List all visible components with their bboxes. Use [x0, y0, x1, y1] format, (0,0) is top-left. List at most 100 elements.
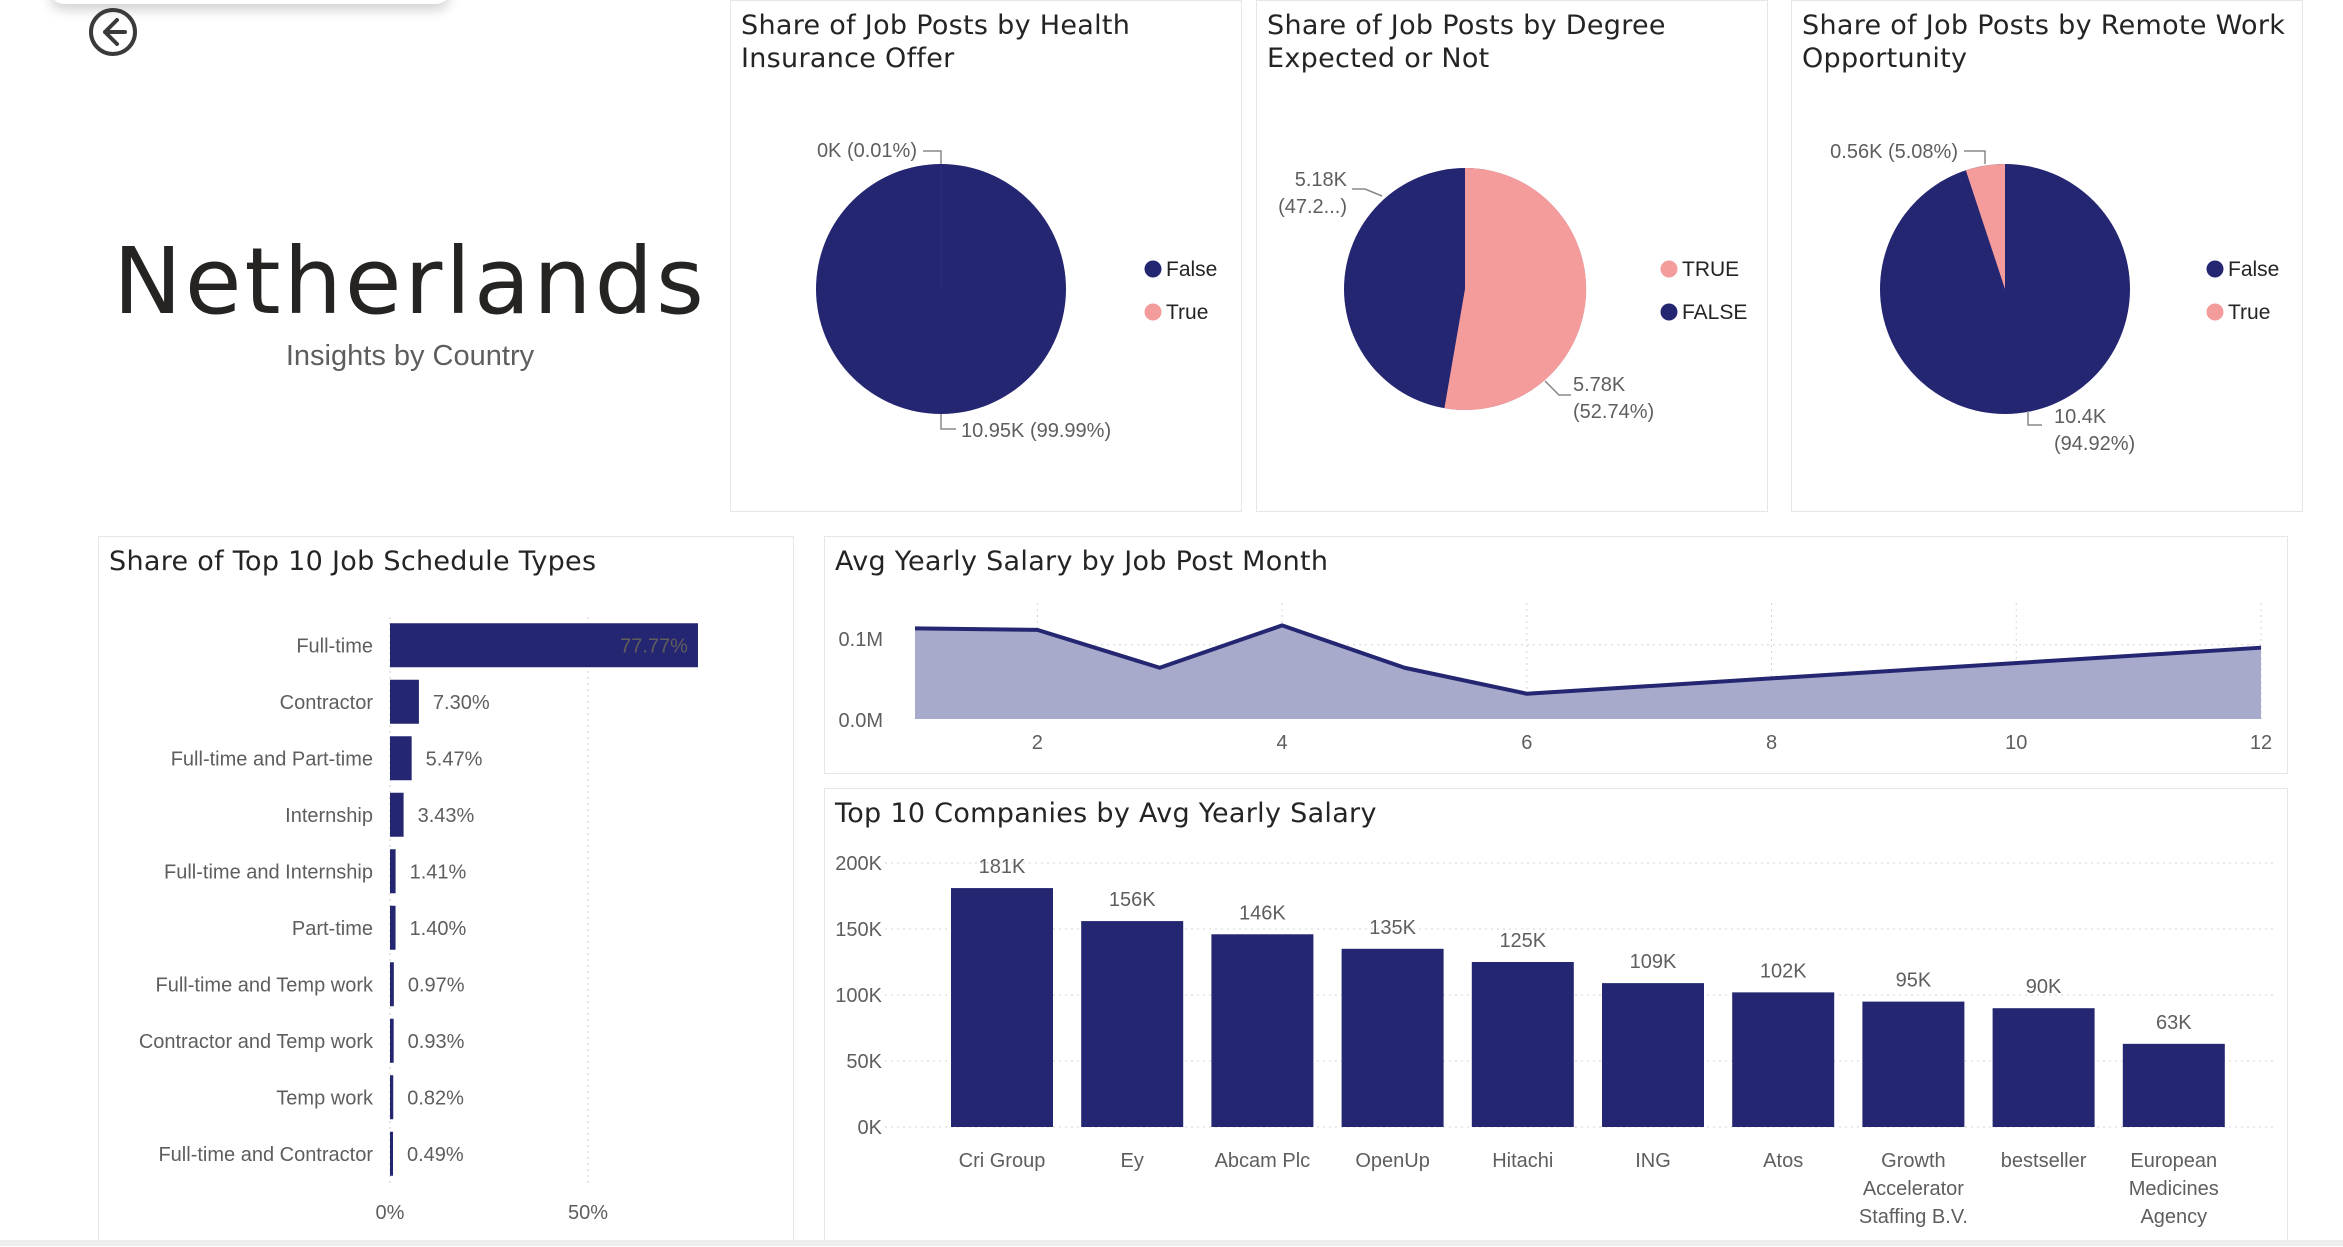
pie-slice-true[interactable]	[1965, 164, 2005, 289]
bar[interactable]	[390, 1075, 394, 1120]
card-title: Top 10 Companies by Avg Yearly Salary	[835, 798, 1377, 829]
bar[interactable]	[1341, 948, 1444, 1127]
degree-expected-pie-card: Share of Job Posts by Degree Expected or…	[1256, 0, 1768, 512]
bottom-bar	[0, 1240, 2343, 1246]
series-line[interactable]	[914, 623, 2262, 696]
legend-label-false: FALSE	[1682, 301, 1747, 324]
pie-label-true: 0K (0.01%)	[817, 140, 917, 162]
category-label: Temp work	[276, 1087, 374, 1109]
bar[interactable]	[390, 679, 419, 724]
pie-slice-true[interactable]	[1444, 167, 1587, 410]
bar[interactable]	[951, 888, 1053, 1127]
category-label: European	[2130, 1150, 2217, 1172]
pie-label-false: 5.18K	[1295, 169, 1348, 191]
pie-chart: 5.18K (47.2...) 5.78K (52.74%) TRUE FALS…	[1278, 167, 1747, 423]
category-label: Part-time	[292, 918, 373, 940]
job-schedule-bar-card: Share of Top 10 Job Schedule Types 0% 50…	[98, 536, 794, 1246]
category-label: Full-time and Temp work	[156, 974, 374, 996]
bar[interactable]	[390, 736, 412, 781]
top-companies-card: Top 10 Companies by Avg Yearly Salary 20…	[824, 788, 2288, 1246]
bar[interactable]	[1211, 934, 1314, 1127]
legend-label-true: TRUE	[1682, 258, 1739, 281]
category-label: Contractor	[280, 692, 374, 714]
bar[interactable]	[1732, 992, 1835, 1127]
data-label: 77.77%	[620, 635, 688, 657]
bar[interactable]	[1471, 962, 1574, 1127]
pie-label-false-pct: (47.2...)	[1278, 196, 1347, 218]
category-label: Full-time	[296, 635, 373, 657]
card-title: Share of Job Posts by Health Insurance O…	[741, 10, 1131, 74]
legend-label-true: True	[2228, 301, 2270, 324]
category-label: Staffing B.V.	[1859, 1206, 1968, 1228]
y-tick-label: 100K	[835, 985, 882, 1007]
x-tick-label: 2	[1032, 732, 1043, 754]
data-label: 0.97%	[408, 974, 465, 996]
data-label: 109K	[1630, 951, 1677, 973]
bar[interactable]	[390, 962, 394, 1007]
data-label: 125K	[1499, 930, 1546, 952]
category-label: Internship	[285, 805, 373, 827]
card-title: Share of Top 10 Job Schedule Types	[109, 546, 597, 577]
data-label: 90K	[2026, 976, 2062, 998]
bar[interactable]	[1081, 921, 1184, 1127]
back-arrow-icon[interactable]	[87, 6, 139, 58]
salary-area-chart: 0.1M 0.0M 2 4 6 8 10 12	[839, 603, 2272, 754]
bar[interactable]	[1602, 983, 1704, 1127]
y-tick-label: 0.1M	[839, 629, 883, 651]
bar[interactable]	[1992, 1008, 2095, 1127]
bar[interactable]	[1862, 1001, 1965, 1127]
y-tick-label: 150K	[835, 919, 882, 941]
data-label: 0.93%	[408, 1031, 465, 1053]
x-tick-label: 12	[2250, 732, 2272, 754]
pie-label-false: 10.95K (99.99%)	[961, 420, 1111, 442]
category-label: Contractor and Temp work	[139, 1031, 374, 1053]
category-label: Growth	[1881, 1150, 1945, 1172]
companies-bar-chart: 200K 150K 100K 50K 0K 181K Cri Group 156K Ey 146K…	[835, 853, 2275, 1228]
pie-chart: 0.56K (5.08%) 10.4K (94.92%) False True	[1830, 141, 2279, 455]
bar[interactable]	[390, 849, 396, 894]
health-insurance-pie-card: Share of Job Posts by Health Insurance O…	[730, 0, 1242, 512]
y-tick-label: 200K	[835, 853, 882, 875]
country-title: Netherlands	[113, 228, 707, 335]
category-label: Hitachi	[1492, 1150, 1553, 1172]
category-label: OpenUp	[1355, 1150, 1430, 1172]
x-tick-label: 50%	[568, 1202, 608, 1224]
category-label: Medicines	[2129, 1178, 2219, 1200]
category-label: Cri Group	[959, 1150, 1046, 1172]
bar[interactable]	[390, 1018, 394, 1063]
bar[interactable]	[390, 792, 404, 837]
bar[interactable]	[2122, 1043, 2225, 1127]
legend-marker-true	[1144, 303, 1162, 321]
category-label: Full-time and Internship	[164, 861, 373, 883]
data-label: 156K	[1109, 889, 1156, 911]
y-tick-label: 50K	[846, 1051, 882, 1073]
category-label: ING	[1635, 1150, 1671, 1172]
bar[interactable]	[390, 905, 396, 950]
pie-chart: 0K (0.01%) 10.95K (99.99%) False True	[816, 140, 1217, 442]
category-label: Abcam Plc	[1215, 1150, 1311, 1172]
category-label: Full-time and Contractor	[158, 1144, 373, 1166]
data-label: 3.43%	[418, 805, 475, 827]
legend-marker-false	[2206, 260, 2224, 278]
bar[interactable]	[390, 1131, 393, 1176]
data-label: 5.47%	[426, 748, 483, 770]
legend-label-false: False	[1166, 258, 1217, 281]
area-fill	[915, 625, 2261, 719]
data-label: 146K	[1239, 902, 1286, 924]
legend: TRUE FALSE	[1660, 258, 1747, 324]
data-label: 7.30%	[433, 692, 490, 714]
schedule-bar-chart: 0% 50% Full-time 77.77% Contractor 7.30% Ful…	[139, 617, 698, 1224]
legend: False True	[1144, 258, 1217, 324]
legend-label-false: False	[2228, 258, 2279, 281]
data-label: 95K	[1896, 970, 1932, 992]
category-label: Atos	[1763, 1150, 1803, 1172]
salary-by-month-card: Avg Yearly Salary by Job Post Month 0.1M…	[824, 536, 2288, 774]
bar[interactable]	[390, 623, 698, 668]
card-title: Share of Job Posts by Degree Expected or…	[1267, 10, 1666, 74]
x-tick-label: 6	[1521, 732, 1532, 754]
x-tick-label: 4	[1277, 732, 1288, 754]
y-tick-label: 0K	[858, 1117, 883, 1139]
x-tick-label: 8	[1766, 732, 1777, 754]
card-title: Share of Job Posts by Remote Work Opport…	[1802, 10, 2286, 74]
legend-marker-true	[2206, 303, 2224, 321]
